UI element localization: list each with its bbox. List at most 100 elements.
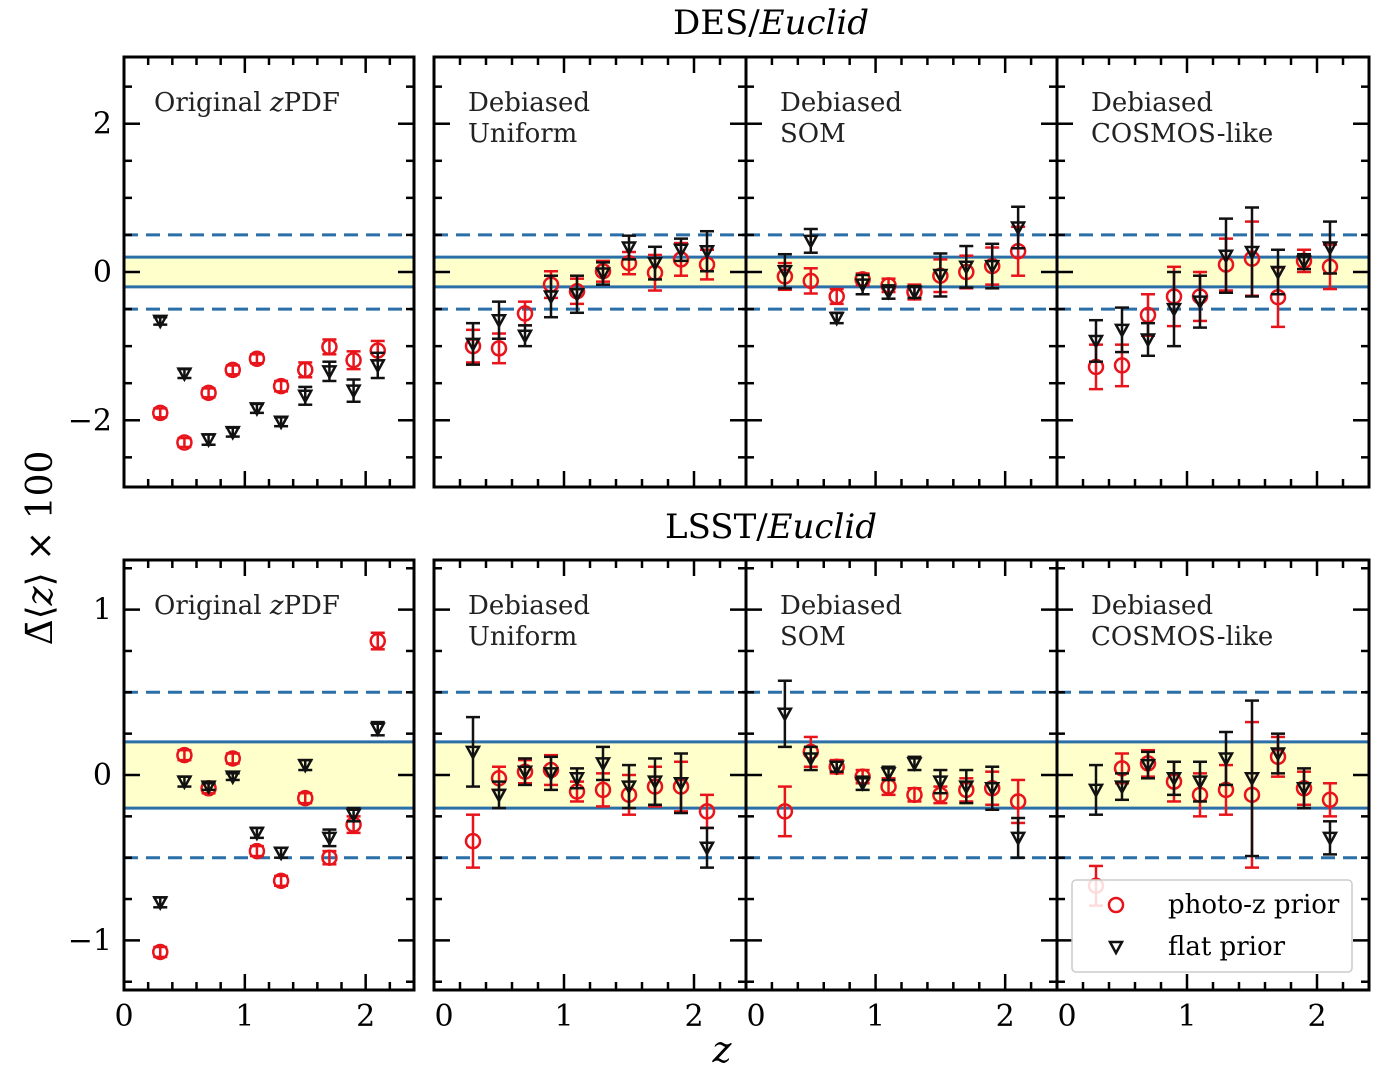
flat-point: [698, 826, 716, 869]
triangle-marker: [984, 781, 1001, 797]
flat-point: [984, 242, 1001, 290]
triangle-marker: [932, 775, 949, 791]
flat-point: [646, 757, 664, 807]
tolerance-band: [1057, 257, 1369, 287]
triangle-marker: [672, 243, 690, 259]
flat-point: [542, 274, 560, 319]
triangle-marker: [542, 767, 560, 782]
triangle-marker: [802, 752, 819, 768]
flat-point: [958, 244, 975, 289]
tolerance-band: [434, 257, 746, 287]
flat-point: [248, 826, 266, 842]
triangle-marker: [1243, 772, 1261, 787]
photoz-point: [906, 786, 923, 804]
panel-plot-area: [434, 229, 746, 366]
flat-point: [248, 402, 266, 418]
panel-plot-area: [1057, 206, 1369, 391]
panel-label-line: Debiased: [780, 591, 902, 621]
flat-point: [200, 433, 217, 449]
x-tick-label: 0: [434, 999, 453, 1034]
circle-marker: [828, 288, 845, 305]
circle-marker: [297, 789, 314, 807]
x-tick-label: 0: [746, 999, 765, 1034]
circle-marker: [152, 404, 169, 422]
triangle-marker: [464, 745, 482, 761]
flat-point: [698, 229, 716, 273]
triangle-marker: [932, 268, 949, 284]
triangle-marker: [297, 389, 314, 405]
panel-label-line: Uniform: [468, 119, 577, 149]
x-tick-label: 2: [996, 999, 1015, 1034]
flat-point: [1269, 732, 1287, 775]
flat-point: [672, 752, 690, 815]
flat-point: [272, 415, 290, 431]
triangle-marker: [620, 780, 638, 796]
flat-point: [802, 227, 819, 254]
triangle-marker: [906, 757, 923, 773]
triangle-marker: [369, 722, 386, 738]
triangle-marker: [321, 365, 338, 380]
flat-point: [594, 745, 612, 782]
circle-marker: [176, 746, 193, 764]
flat-point: [984, 765, 1001, 811]
circle-marker: [248, 842, 266, 860]
flat-point: [516, 757, 534, 787]
triangle-marker: [1269, 747, 1287, 763]
circle-marker: [345, 351, 362, 369]
flat-point: [176, 775, 193, 791]
triangle-marker: [1191, 295, 1209, 311]
triangle-marker: [1139, 758, 1157, 774]
flat-point: [1139, 750, 1157, 780]
triangle-marker: [1087, 783, 1105, 799]
circle-marker: [1321, 791, 1339, 809]
x-tick-label: 1: [866, 999, 885, 1034]
triangle-marker: [176, 775, 193, 791]
flat-point: [1113, 306, 1131, 354]
x-tick-label: 0: [1057, 999, 1076, 1034]
circle-marker: [802, 272, 820, 290]
photoz-point: [369, 631, 386, 651]
flat-point: [1269, 248, 1287, 296]
triangle-marker: [1165, 772, 1183, 787]
flat-point: [958, 768, 975, 805]
triangle-marker: [1113, 323, 1131, 339]
triangle-marker: [1295, 255, 1313, 271]
triangle-marker: [152, 314, 169, 330]
y-axis-label: Δ̄⟨z⟩ × 100: [20, 451, 61, 646]
y-tick-label: 0: [93, 758, 112, 793]
legend-box: [1071, 879, 1353, 973]
triangle-marker: [594, 267, 612, 283]
panel-label-line: Debiased: [468, 88, 590, 118]
flat-point: [1087, 318, 1105, 363]
panel-label-line: Uniform: [468, 622, 577, 652]
flat-point: [1113, 772, 1131, 802]
flat-point: [464, 715, 482, 788]
tolerance-band: [746, 741, 1057, 809]
panel-0-0: −2 0 2 Original zPDF: [68, 55, 416, 489]
triangle-marker: [828, 760, 845, 776]
tolerance-band: [746, 257, 1057, 287]
photoz-point: [224, 361, 241, 379]
flat-point: [906, 755, 923, 773]
photoz-point: [152, 943, 169, 961]
flat-point: [828, 311, 845, 327]
triangle-marker: [490, 788, 508, 804]
triangle-marker: [1321, 241, 1339, 257]
y-tick-label: 1: [93, 593, 112, 628]
tolerance-band: [124, 257, 414, 287]
flat-point: [321, 360, 338, 383]
circle-marker: [224, 361, 241, 379]
flat-point: [1191, 760, 1209, 803]
circle-marker: [297, 361, 314, 379]
panel-plot-area: [746, 205, 1057, 327]
flat-point: [802, 745, 819, 772]
flat-point: [1165, 270, 1183, 348]
flat-point: [932, 252, 949, 298]
triangle-marker: [542, 290, 560, 306]
triangle-marker: [776, 265, 793, 280]
panel-plot-area: [124, 233, 414, 451]
flat-point: [1321, 820, 1339, 856]
